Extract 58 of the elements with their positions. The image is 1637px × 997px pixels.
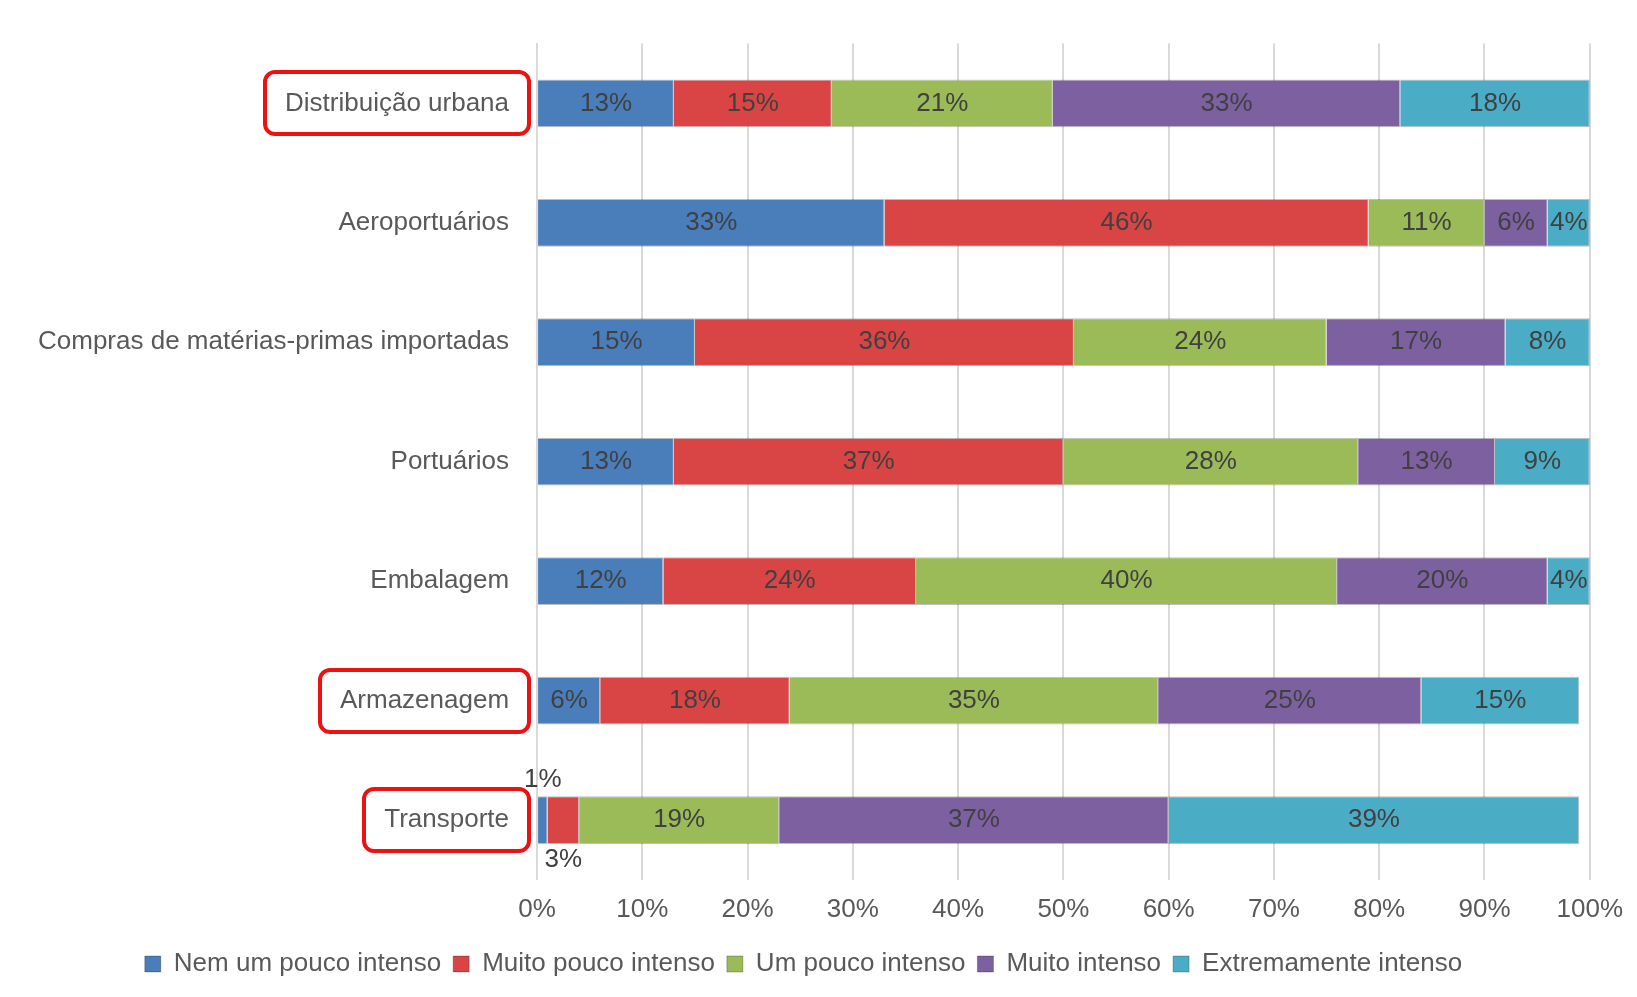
x-tick-label: 100%	[1556, 892, 1623, 923]
data-label: 33%	[1200, 86, 1253, 117]
data-label: 1%	[524, 763, 562, 794]
data-label: 17%	[1390, 325, 1443, 356]
data-label: 13%	[579, 86, 632, 117]
data-label: 25%	[1263, 683, 1316, 714]
y-tick-label: Distribuição urbana	[285, 86, 510, 117]
x-tick-label: 50%	[1037, 892, 1090, 923]
data-label: 13%	[579, 444, 632, 475]
data-label: 28%	[1184, 444, 1237, 475]
legend-label: Extremamente intenso	[1202, 947, 1463, 978]
x-tick-label: 80%	[1353, 892, 1406, 923]
data-label: 15%	[1474, 683, 1527, 714]
data-label: 9%	[1523, 444, 1562, 475]
data-label: 35%	[947, 683, 1000, 714]
data-label: 18%	[668, 683, 721, 714]
data-label: 12%	[574, 564, 627, 595]
y-tick-label: Portuários	[390, 444, 510, 475]
x-tick-label: 40%	[932, 892, 985, 923]
data-label: 19%	[653, 803, 706, 834]
legend-label: Muito intenso	[1006, 947, 1162, 978]
data-label: 37%	[842, 444, 895, 475]
data-label: 46%	[1100, 205, 1153, 236]
data-label: 24%	[763, 564, 816, 595]
x-tick-label: 30%	[826, 892, 879, 923]
data-label: 18%	[1468, 86, 1522, 117]
data-label: 36%	[858, 325, 911, 356]
y-tick-label: Embalagem	[370, 564, 510, 595]
x-tick-label: 70%	[1247, 892, 1300, 923]
data-label: 40%	[1100, 564, 1153, 595]
y-tick-label: Armazenagem	[339, 683, 510, 714]
data-label: 20%	[1416, 564, 1469, 595]
data-label: 4%	[1549, 564, 1588, 595]
data-label: 15%	[590, 325, 643, 356]
data-label: 37%	[947, 803, 1000, 834]
x-tick-label: 60%	[1142, 892, 1195, 923]
y-tick-label: Transporte	[384, 803, 510, 834]
data-label: 33%	[685, 205, 738, 236]
data-label: 4%	[1549, 205, 1588, 236]
data-label: 6%	[1497, 205, 1535, 236]
data-label: 15%	[726, 86, 779, 117]
x-tick-label: 90%	[1458, 892, 1511, 923]
legend-label: Muito pouco intenso	[482, 947, 715, 978]
data-label: 21%	[916, 86, 969, 117]
data-label: 24%	[1174, 325, 1227, 356]
x-tick-label: 0%	[518, 892, 556, 923]
y-tick-label: Compras de matérias-primas importadas	[38, 325, 510, 356]
x-tick-label: 10%	[616, 892, 669, 923]
x-tick-label: 20%	[721, 892, 774, 923]
y-tick-label: Aeroportuários	[338, 205, 510, 236]
data-label: 3%	[544, 843, 583, 874]
data-label: 13%	[1400, 444, 1453, 475]
data-label: 6%	[550, 683, 588, 714]
data-label: 39%	[1347, 803, 1400, 834]
legend-label: Nem um pouco intenso	[173, 947, 442, 978]
data-label: 11%	[1401, 205, 1452, 236]
legend-label: Um pouco intenso	[755, 947, 966, 978]
data-label: 8%	[1528, 325, 1567, 356]
